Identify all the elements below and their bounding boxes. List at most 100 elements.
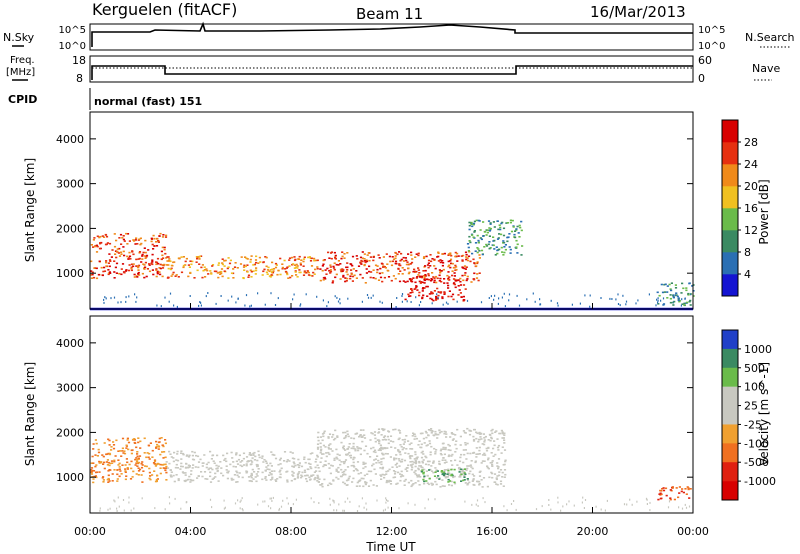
echo-cell <box>463 472 466 474</box>
echo-cell <box>372 446 375 449</box>
echo-cell <box>441 459 444 461</box>
echo-cell <box>346 484 349 486</box>
echo-cell <box>247 276 250 278</box>
echo-cell <box>223 259 226 262</box>
echo-cell <box>459 280 462 283</box>
echo-cell <box>235 470 238 473</box>
echo-noise <box>310 497 312 500</box>
echo-noise <box>270 292 272 295</box>
echo-cell <box>232 465 235 468</box>
echo-cell <box>286 459 289 461</box>
echo-cell <box>322 279 325 281</box>
echo-cell <box>134 464 137 466</box>
echo-noise <box>239 507 241 510</box>
echo-cell <box>137 273 140 275</box>
echo-cell <box>402 443 405 445</box>
echo-cell <box>395 262 398 265</box>
echo-noise <box>589 294 591 297</box>
echo-cell <box>101 477 104 479</box>
echo-cell <box>449 266 452 269</box>
echo-cell <box>321 485 324 488</box>
echo-cell <box>411 466 414 469</box>
colorbar-segment <box>722 330 738 350</box>
echo-cell <box>372 277 375 279</box>
echo-cell <box>373 449 377 452</box>
echo-cell <box>417 480 420 482</box>
echo-cell <box>455 447 458 450</box>
echo-cell <box>335 476 338 479</box>
echo-noise <box>305 293 307 296</box>
echo-cell <box>691 285 694 287</box>
echo-noise <box>164 508 166 511</box>
echo-noise <box>249 305 251 308</box>
echo-cell <box>103 467 106 470</box>
echo-cell <box>245 257 248 260</box>
echo-cell <box>124 464 127 466</box>
echo-cell <box>433 277 436 279</box>
echo-cell <box>316 456 319 458</box>
echo-cell <box>310 474 313 477</box>
echo-cell <box>296 464 299 466</box>
echo-cell <box>255 261 258 264</box>
echo-cell <box>244 256 247 258</box>
echo-cell <box>450 262 453 265</box>
echo-cell <box>686 486 689 488</box>
echo-cell <box>108 453 112 456</box>
echo-cell <box>466 442 469 445</box>
echo-cell <box>398 437 401 440</box>
echo-cell <box>401 273 404 275</box>
echo-cell <box>422 270 425 272</box>
echo-cell <box>367 252 370 254</box>
echo-cell <box>402 260 406 262</box>
echo-cell <box>340 270 343 272</box>
echo-cell <box>332 438 336 441</box>
echo-cell <box>158 267 161 269</box>
echo-cell <box>462 468 465 471</box>
echo-cell <box>358 485 361 487</box>
echo-cell <box>352 445 355 448</box>
echo-cell <box>500 246 503 249</box>
echo-cell <box>167 267 170 270</box>
nave-tick-bottom: 0 <box>698 72 705 85</box>
echo-cell <box>108 480 111 482</box>
echo-cell <box>172 474 175 477</box>
echo-cell <box>109 272 112 274</box>
echo-cell <box>384 438 387 441</box>
echo-cell <box>336 458 339 460</box>
echo-cell <box>182 453 185 456</box>
echo-noise <box>231 295 233 298</box>
echo-cell <box>485 447 488 450</box>
echo-cell <box>241 460 244 462</box>
echo-cell <box>327 484 330 487</box>
echo-cell <box>155 245 159 247</box>
echo-cell <box>374 437 377 440</box>
echo-cell <box>423 279 427 282</box>
echo-cell <box>389 440 392 442</box>
echo-cell <box>293 256 296 258</box>
echo-cell <box>121 263 125 265</box>
echo-cell <box>504 473 507 476</box>
echo-cell <box>364 466 367 468</box>
echo-cell <box>250 255 253 257</box>
echo-cell <box>672 296 675 299</box>
echo-cell <box>427 273 430 275</box>
echo-cell <box>479 237 482 239</box>
echo-cell <box>242 277 245 280</box>
echo-cell <box>402 475 405 477</box>
echo-noise <box>336 296 338 299</box>
echo-noise <box>244 304 246 307</box>
echo-cell <box>231 457 234 459</box>
echo-cell <box>420 276 423 279</box>
echo-cell <box>431 298 434 301</box>
echo-cell <box>346 252 349 254</box>
echo-cell <box>273 454 276 456</box>
echo-cell <box>94 454 97 456</box>
echo-cell <box>132 263 135 265</box>
echo-cell <box>364 445 368 447</box>
echo-noise <box>668 500 671 503</box>
echo-cell <box>252 478 255 480</box>
echo-cell <box>379 444 382 447</box>
echo-noise <box>270 497 272 500</box>
echo-cell <box>503 251 506 254</box>
echo-cell <box>249 258 252 261</box>
